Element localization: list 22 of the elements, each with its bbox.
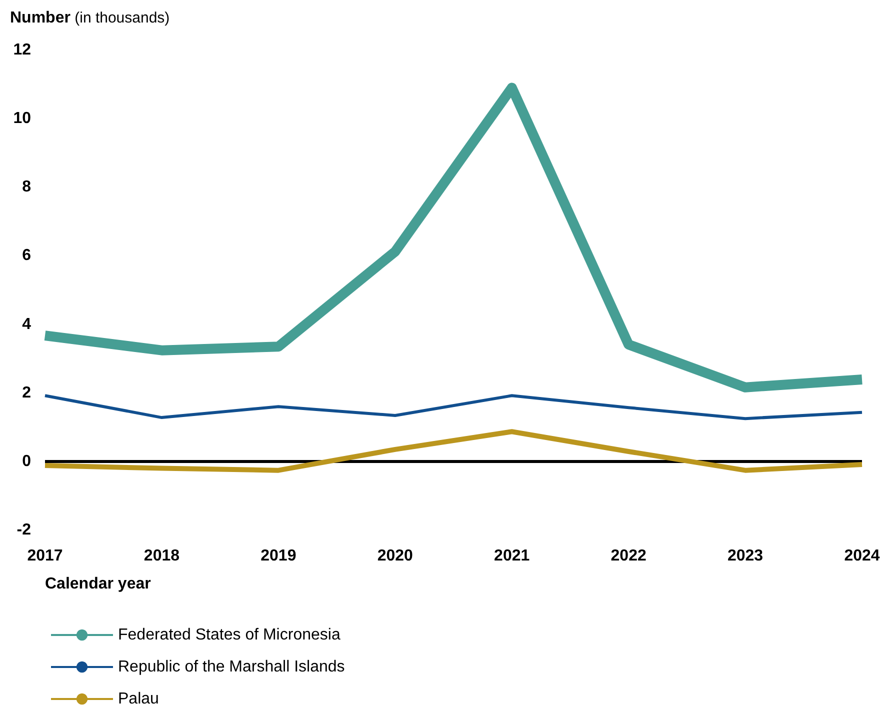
- y-tick-label: -2: [16, 522, 32, 538]
- x-tick-label: 2023: [727, 548, 764, 564]
- x-tick-label: 2017: [27, 548, 63, 564]
- y-tick-label: 8: [22, 178, 32, 196]
- x-tick-label: 2024: [844, 548, 880, 564]
- x-tick-label: 2022: [610, 548, 646, 564]
- line-series: [44, 394, 864, 420]
- x-tick-label: 2019: [260, 548, 296, 564]
- y-tick-label: 6: [22, 247, 32, 264]
- x-tick-label: 2018: [144, 548, 180, 564]
- y-tick-label: 12: [13, 42, 32, 58]
- legend-label: Republic of the Marshall Islands: [118, 658, 345, 676]
- y-tick-label: 4: [22, 316, 32, 333]
- x-axis-title: Calendar year: [45, 576, 151, 592]
- x-tick-label: 2020: [377, 548, 414, 564]
- legend-label: Federated States of Micronesia: [118, 626, 340, 644]
- y-tick-label: 0: [22, 452, 32, 470]
- x-tick-label: 2021: [494, 548, 530, 564]
- y-tick-label: 10: [13, 110, 32, 128]
- legend-label: Palau: [118, 690, 159, 708]
- y-tick-label: 2: [22, 384, 32, 402]
- y-axis-title: Number (in thousands): [10, 10, 170, 26]
